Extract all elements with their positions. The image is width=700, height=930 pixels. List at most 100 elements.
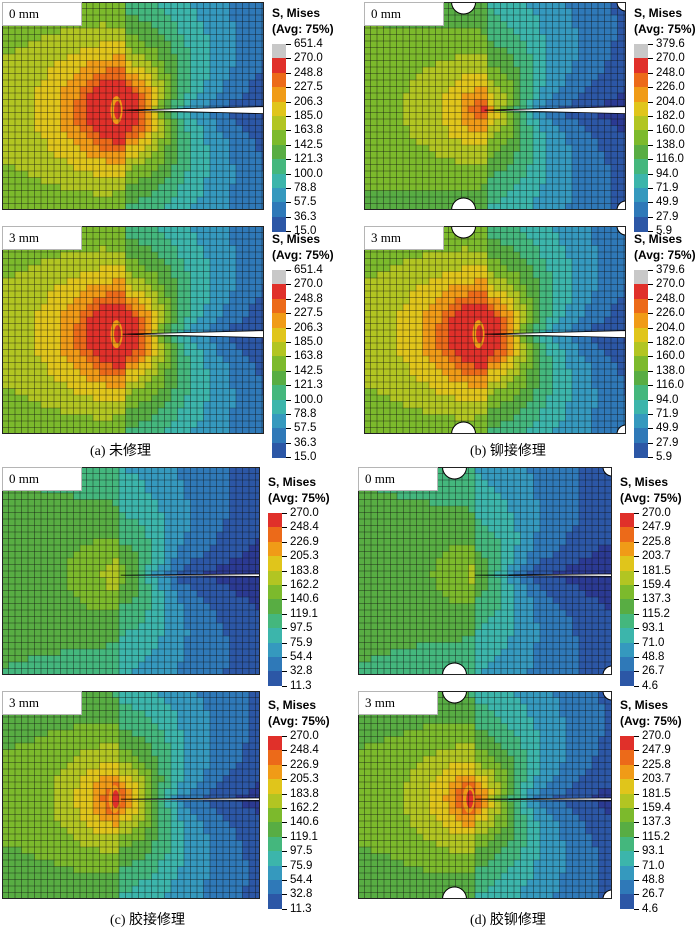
panel-c: 0 mm 3 mm S, Mises (Avg: 75%) 270.0 248.4 22… <box>0 465 350 930</box>
legend-value: 93.1 <box>642 845 665 858</box>
legend-value: 270.0 <box>290 730 319 742</box>
legend-value: 248.0 <box>656 66 685 79</box>
legend-title: S, Mises <box>634 6 683 20</box>
legend-swatch <box>272 87 286 103</box>
legend-swatch <box>620 793 634 809</box>
legend-value: 137.3 <box>642 816 671 829</box>
legend-tick <box>648 58 653 60</box>
legend-swatch <box>268 836 282 852</box>
legend-swatch <box>634 284 648 300</box>
legend-tick <box>286 284 291 286</box>
legend-swatch <box>268 865 282 881</box>
legend-value: 270.0 <box>656 52 685 65</box>
legend-value: 26.7 <box>642 888 665 901</box>
legend-value: 49.9 <box>656 196 679 209</box>
legend-value: 27.9 <box>656 436 679 449</box>
legend-value: 204.0 <box>656 95 685 108</box>
legend-value: 93.1 <box>642 622 665 635</box>
legend-tick <box>286 159 291 161</box>
legend-swatch <box>268 894 282 910</box>
legend-tick <box>286 370 291 372</box>
legend-tick <box>282 613 287 615</box>
legend-value: 226.0 <box>656 307 685 320</box>
legend-subtitle: (Avg: 75%) <box>268 714 330 728</box>
legend-swatch <box>620 894 634 910</box>
legend-swatch <box>620 657 634 672</box>
legend-tick <box>282 779 287 781</box>
legend-subtitle: (Avg: 75%) <box>620 491 682 505</box>
legend-swatch <box>268 556 282 572</box>
fe-mesh-c-0mm <box>1 466 263 676</box>
legend-value: 651.4 <box>294 38 323 50</box>
legend-tick <box>282 808 287 809</box>
legend-value: 115.2 <box>642 830 670 843</box>
legend-value: 227.5 <box>294 307 323 320</box>
legend-tick <box>286 342 291 343</box>
legend-tick <box>286 144 291 146</box>
legend-tick <box>282 764 287 766</box>
legend-swatch <box>272 385 286 401</box>
legend-tick <box>282 836 287 838</box>
legend-subtitle: (Avg: 75%) <box>272 248 334 262</box>
legend-swatch <box>634 442 648 458</box>
legend-value: 140.6 <box>290 593 319 606</box>
legend-tick <box>282 736 287 737</box>
legend-tick <box>282 585 287 586</box>
legend-swatch <box>268 613 282 629</box>
legend-value: 137.3 <box>642 593 671 606</box>
legend-value: 225.8 <box>642 535 671 548</box>
legend-tick <box>286 399 291 401</box>
legend-tick <box>648 284 653 286</box>
legend-value: 270.0 <box>642 730 671 742</box>
legend-swatch <box>272 428 286 444</box>
legend-value: 26.7 <box>642 665 665 678</box>
legend-swatch <box>272 159 286 175</box>
legend-value: 248.8 <box>294 66 323 79</box>
legend-tick <box>286 270 291 271</box>
legend-value: 138.0 <box>656 364 685 377</box>
legend-tick <box>286 72 291 74</box>
legend-value: 181.5 <box>642 787 671 800</box>
legend-tick <box>282 880 287 881</box>
panel-d: 0 mm 3 mm S, Mises (Avg: 75%) 270.0 247.9 22… <box>350 454 700 930</box>
contour-field <box>2 691 263 900</box>
legend-tick <box>286 44 291 45</box>
legend-tick <box>634 513 639 514</box>
legend-swatch <box>272 44 286 59</box>
legend-value: 94.0 <box>656 167 679 180</box>
legend-value: 206.3 <box>294 321 323 334</box>
legend-value: 140.6 <box>290 816 319 829</box>
thickness-tag: 3 mm <box>358 691 438 715</box>
legend-swatch <box>634 356 648 372</box>
legend-tick <box>634 851 639 853</box>
legend-swatch <box>634 414 648 429</box>
legend-value: 27.9 <box>656 210 679 223</box>
legend-tick <box>286 87 291 89</box>
legend-title: S, Mises <box>268 475 317 489</box>
legend-tick <box>634 894 639 896</box>
legend-subtitle: (Avg: 75%) <box>272 22 334 36</box>
caption-d: (d) 胶铆修理 <box>470 913 546 928</box>
caption-c: (c) 胶接修理 <box>110 913 186 928</box>
legend-tick <box>286 414 291 415</box>
legend-value: 162.2 <box>290 579 319 591</box>
legend-value: 203.7 <box>642 773 671 786</box>
legend-swatch <box>634 101 648 117</box>
legend-value: 142.5 <box>294 364 323 377</box>
legend-tick <box>282 793 287 795</box>
legend-value: 36.3 <box>294 436 317 449</box>
legend-tick <box>648 231 653 233</box>
legend-value: 162.2 <box>290 802 319 814</box>
legend-value: 270.0 <box>294 278 323 291</box>
legend-value: 36.3 <box>294 210 317 223</box>
legend-swatch <box>620 642 634 658</box>
legend-value: 248.4 <box>290 521 319 534</box>
legend-value: 100.0 <box>294 167 323 180</box>
legend-tick <box>282 685 287 687</box>
legend-tick <box>634 750 639 752</box>
legend-swatch <box>272 370 286 386</box>
legend-swatch <box>634 44 648 59</box>
legend-swatch <box>268 628 282 644</box>
legend-value: 379.6 <box>656 38 685 50</box>
legend-tick <box>648 327 653 329</box>
